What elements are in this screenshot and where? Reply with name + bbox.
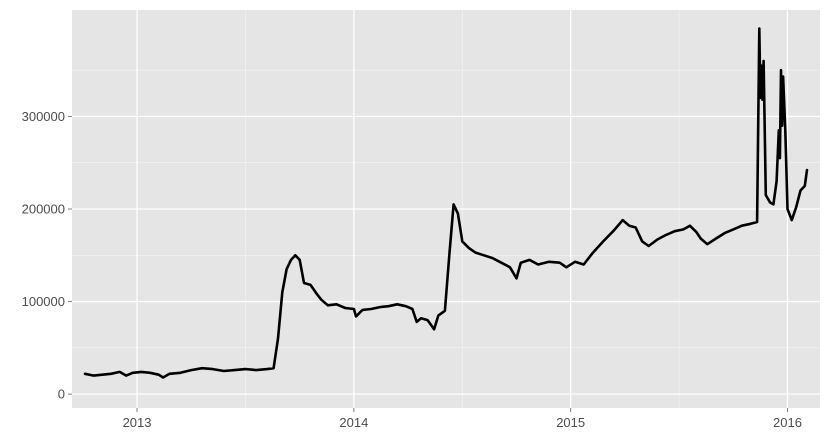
x-tick-label: 2014 [339,415,368,430]
y-tick-label: 300000 [22,109,65,124]
y-tick-label: 200000 [22,202,65,217]
x-tick-label: 2016 [773,415,802,430]
series-line [83,27,809,379]
x-tick-label: 2015 [556,415,585,430]
y-tick-label: 0 [58,387,65,402]
y-tick-label: 100000 [22,294,65,309]
x-tick-label: 2013 [123,415,152,430]
axes: 2013 2014 2015 2016 0 100000 200000 300000 [22,109,802,430]
